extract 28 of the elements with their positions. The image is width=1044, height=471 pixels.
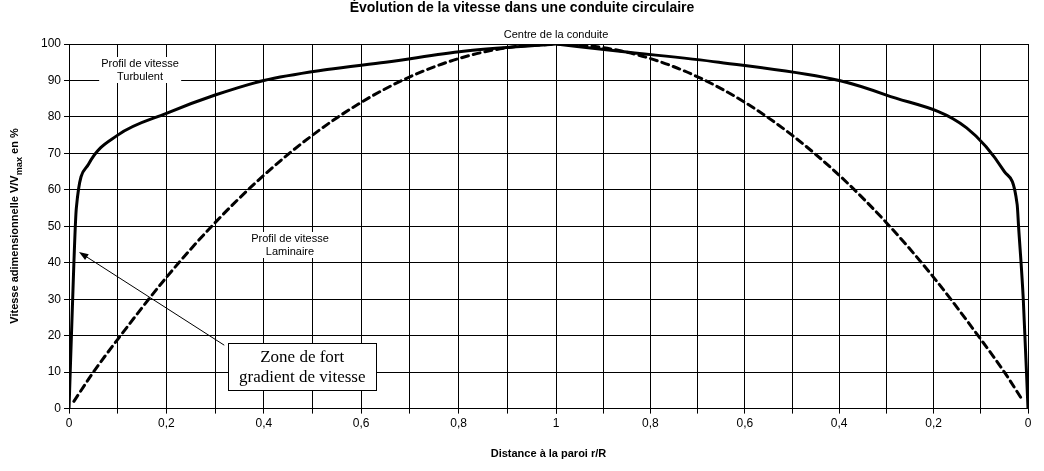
y-tick-label: 70 xyxy=(47,145,62,160)
y-tick-label: 50 xyxy=(47,218,62,233)
x-tick-label: 1 xyxy=(552,416,560,431)
x-axis-title: Distance à la paroi r/R xyxy=(489,446,608,459)
x-tick-label: 0,4 xyxy=(255,416,273,431)
x-tick-label: 0 xyxy=(65,416,73,431)
chart-title: Évolution de la vitesse dans une conduite circulaire xyxy=(348,0,696,15)
y-tick-label: 100 xyxy=(40,36,62,51)
x-tick-label: 0,6 xyxy=(352,416,370,431)
y-tick-label: 80 xyxy=(47,109,62,124)
y-tick-label: 60 xyxy=(47,182,62,197)
x-tick-label: 0,4 xyxy=(830,416,848,431)
x-tick-label: 0 xyxy=(1024,416,1032,431)
x-tick-label: 0,2 xyxy=(925,416,943,431)
y-tick-label: 30 xyxy=(47,291,62,306)
y-tick-label: 90 xyxy=(47,72,62,87)
annotation: Profil de vitesse Laminaire xyxy=(249,232,331,258)
y-tick-label: 20 xyxy=(47,327,62,342)
y-tick-label: 10 xyxy=(47,364,62,379)
text: Centre de la conduite xyxy=(502,27,610,41)
annotation: Zone de fort gradient de vitesse xyxy=(228,343,377,391)
x-tick-label: 0,6 xyxy=(736,416,754,431)
annotation: Profil de vitesse Turbulent xyxy=(99,57,181,83)
x-tick-label: 0,2 xyxy=(158,416,176,431)
x-tick-label: 0,8 xyxy=(642,416,660,431)
y-tick-label: 40 xyxy=(47,255,62,270)
y-tick-label: 0 xyxy=(54,400,62,415)
x-tick-label: 0,8 xyxy=(450,416,468,431)
